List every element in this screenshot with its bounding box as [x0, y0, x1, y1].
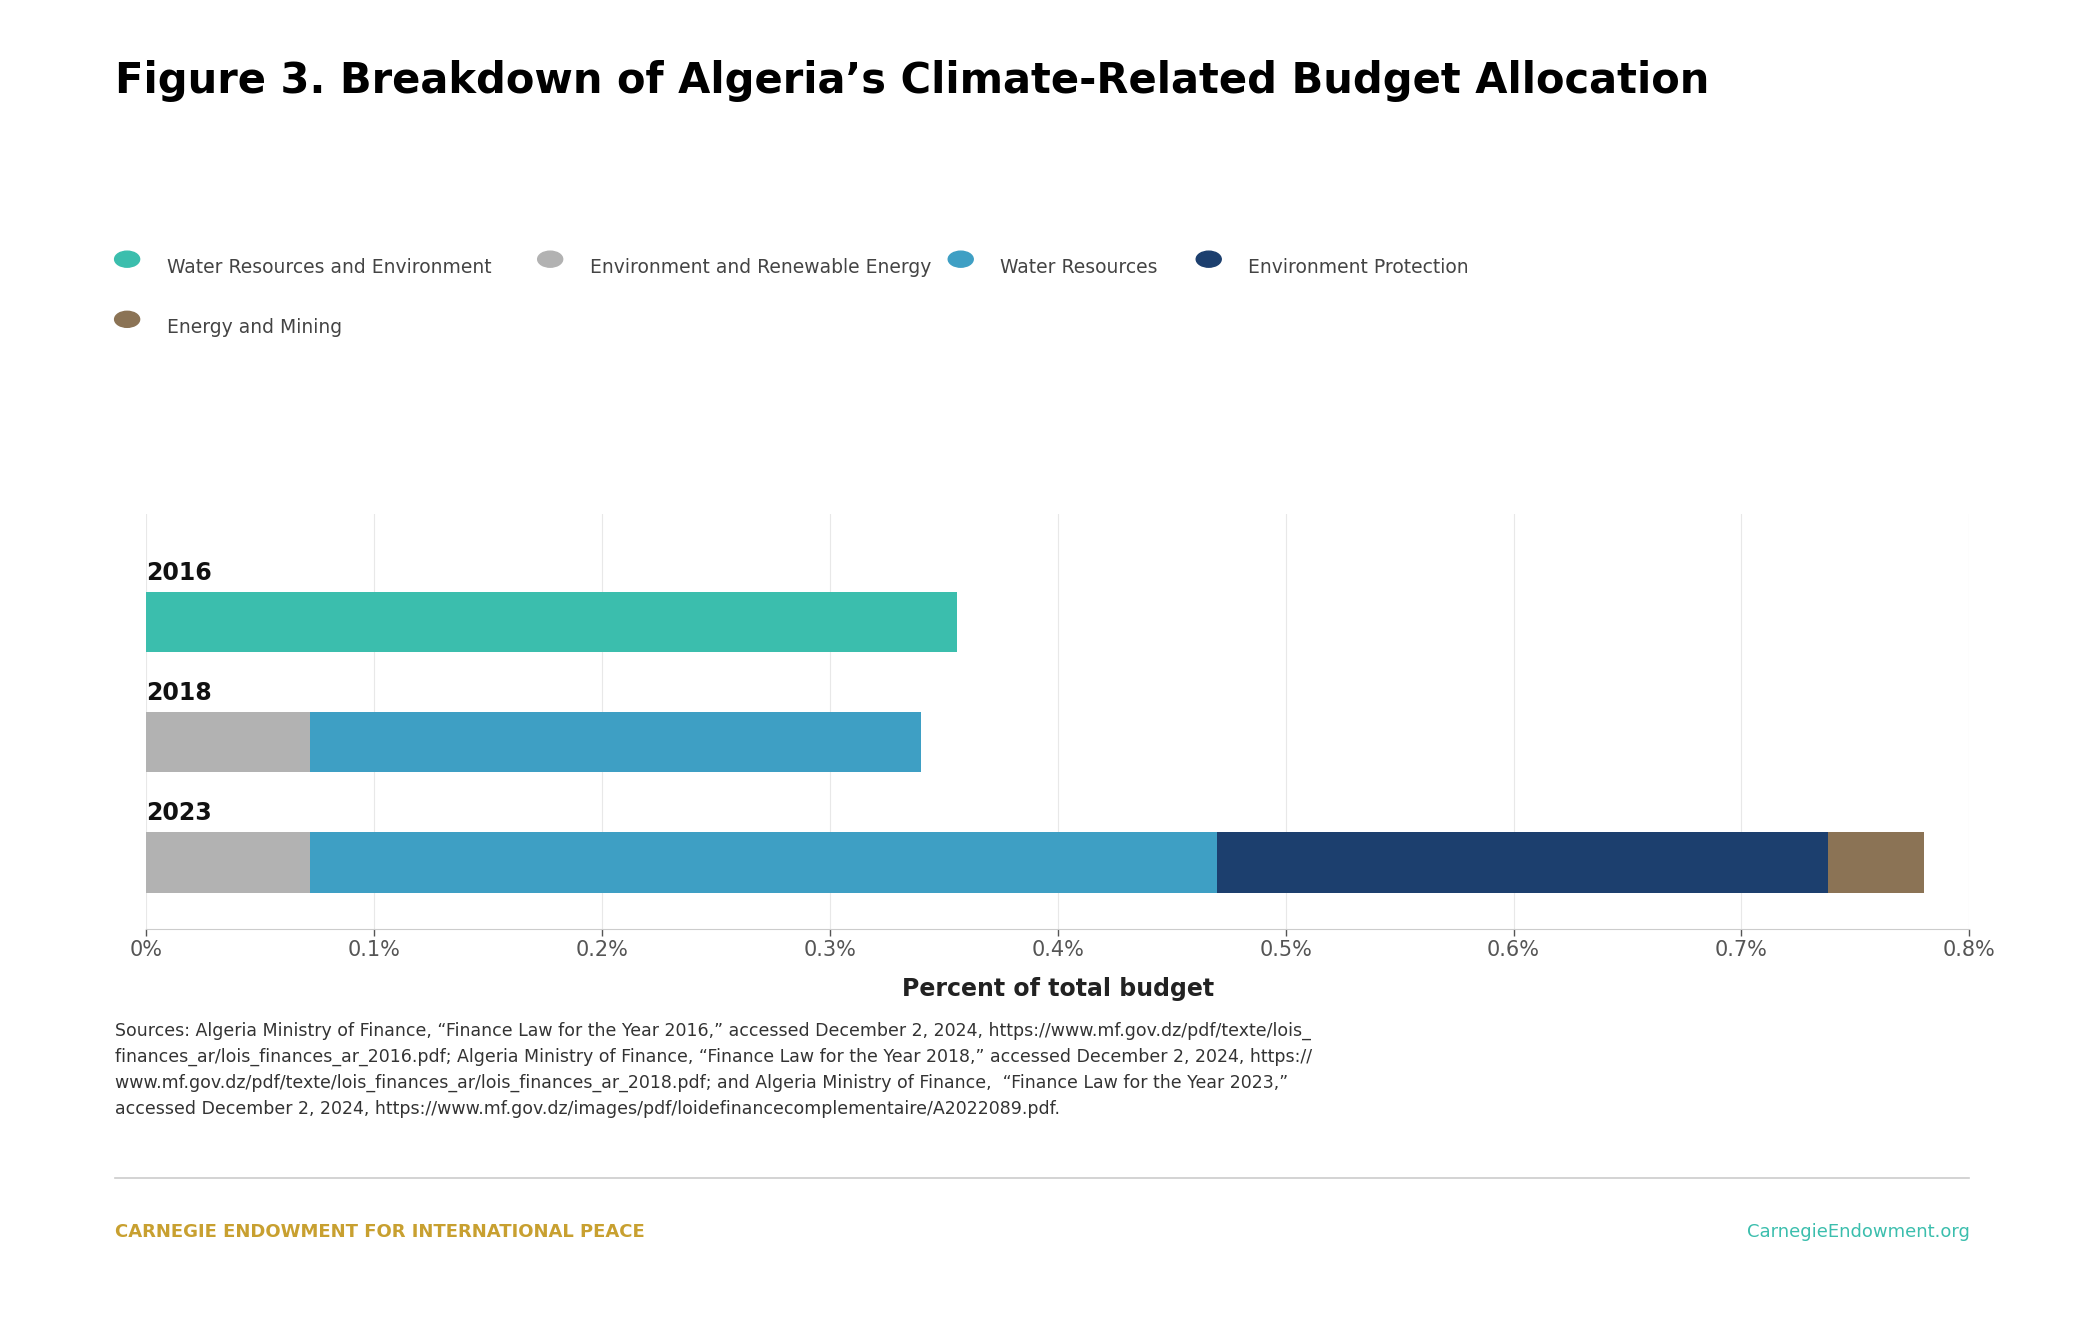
Text: CARNEGIE ENDOWMENT FOR INTERNATIONAL PEACE: CARNEGIE ENDOWMENT FOR INTERNATIONAL PEA… [115, 1222, 644, 1241]
Text: CarnegieEndowment.org: CarnegieEndowment.org [1746, 1222, 1969, 1241]
Text: 2018: 2018 [146, 680, 213, 704]
Text: 2016: 2016 [146, 561, 213, 585]
Text: 2023: 2023 [146, 800, 213, 824]
Text: Figure 3. Breakdown of Algeria’s Climate-Related Budget Allocation: Figure 3. Breakdown of Algeria’s Climate… [115, 60, 1709, 102]
Bar [146, 832, 311, 892]
Text: Water Resources: Water Resources [1000, 258, 1159, 277]
Text: Sources: Algeria Ministry of Finance, “Finance Law for the Year 2016,” accessed : Sources: Algeria Ministry of Finance, “F… [115, 1022, 1311, 1118]
Text: Environment and Renewable Energy: Environment and Renewable Energy [590, 258, 932, 277]
X-axis label: Percent of total budget: Percent of total budget [902, 977, 1213, 1001]
Text: Energy and Mining: Energy and Mining [167, 318, 342, 337]
Text: Water Resources and Environment: Water Resources and Environment [167, 258, 492, 277]
Bar [1828, 832, 1924, 892]
Bar [311, 712, 921, 772]
Bar [146, 592, 957, 652]
Bar [146, 712, 311, 772]
Text: Environment Protection: Environment Protection [1248, 258, 1469, 277]
Bar [311, 832, 1217, 892]
Bar [1217, 832, 1828, 892]
